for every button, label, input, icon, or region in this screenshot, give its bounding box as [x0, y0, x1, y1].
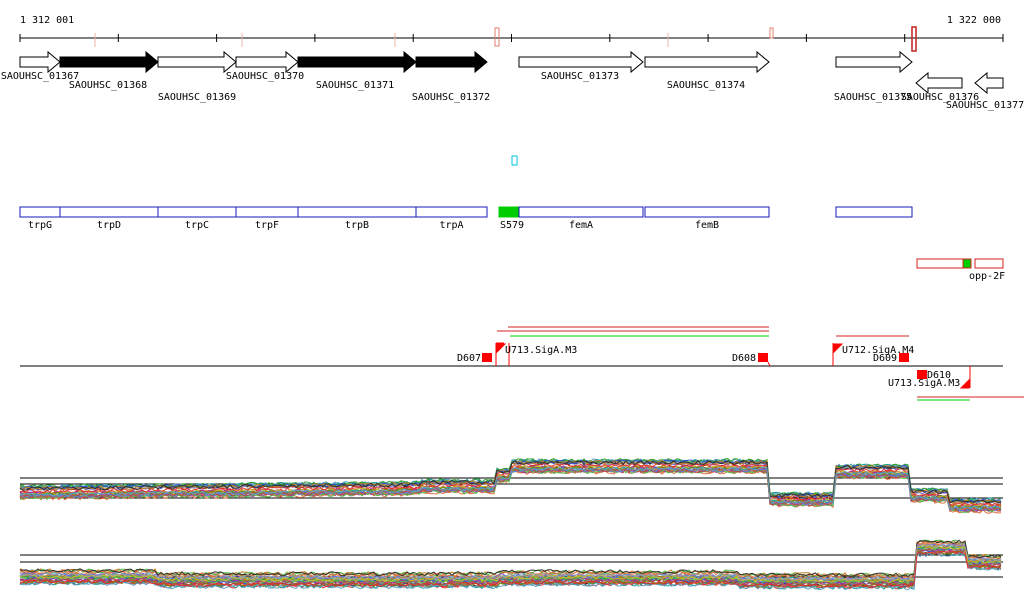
operon-box — [157, 206, 237, 218]
feature-label-u712: U712.SigA.M4 — [842, 345, 914, 356]
operon-box — [59, 206, 159, 218]
gene-label: SAOUHSC_01371 — [316, 80, 394, 91]
operon-box — [415, 206, 488, 218]
ruler-marker — [911, 26, 917, 52]
expression-trace — [19, 550, 1002, 589]
operon-label: trpG — [28, 220, 52, 231]
operon-box — [19, 206, 61, 218]
gene-arrow — [157, 50, 237, 74]
gene-arrow — [518, 50, 644, 74]
operon-box — [498, 206, 520, 218]
opp-green-box — [962, 258, 972, 269]
feature-block-d609 — [899, 353, 909, 362]
feature-flag — [495, 342, 507, 366]
gene-label: SAOUHSC_01377 — [946, 100, 1024, 111]
gene-arrow — [59, 50, 159, 74]
operon-track: trpG trpD trpC trpF trpB trpA S579 femA femB — [19, 206, 913, 231]
gene-label: SAOUHSC_01367 — [1, 71, 79, 82]
expression-trace — [19, 539, 1002, 578]
gene-label: SAOUHSC_01376 — [901, 92, 979, 103]
opp-track: opp-2F — [916, 258, 1005, 282]
feature-label-u713-a: U713.SigA.M3 — [505, 345, 577, 356]
operon-label: femB — [695, 220, 719, 231]
expression-trace — [19, 548, 1002, 587]
expression-trace — [19, 462, 1002, 507]
ruler-marker — [769, 27, 774, 39]
end-coordinate: 1 322 000 — [947, 15, 1001, 26]
feature-flag — [767, 361, 771, 367]
start-coordinate: 1 312 001 — [20, 15, 74, 26]
gene-label: SAOUHSC_01368 — [69, 80, 147, 91]
feature-block-d610 — [917, 370, 927, 379]
gene-label: SAOUHSC_01374 — [667, 80, 745, 91]
gene-arrow — [915, 71, 963, 95]
expression-profiles — [19, 458, 1003, 591]
feature-label-d610: D610 — [927, 370, 951, 381]
gene-label: SAOUHSC_01369 — [158, 92, 236, 103]
gene-arrow — [644, 50, 770, 74]
operon-label: trpF — [255, 220, 279, 231]
feature-label-u713-b: U713.SigA.M3 — [888, 378, 960, 389]
gene-arrow — [19, 50, 61, 74]
gene-label: SAOUHSC_01375 — [834, 92, 912, 103]
expression-trace — [19, 542, 1002, 582]
operon-label: trpA — [439, 220, 463, 231]
feature-block-d607 — [482, 353, 492, 362]
gene-arrow — [974, 71, 1004, 95]
gene-arrow — [835, 50, 913, 74]
expression-trace — [19, 459, 1002, 504]
expression-trace — [19, 466, 1002, 511]
expression-trace — [19, 458, 1002, 502]
gene-arrow — [235, 50, 299, 74]
tss-marker — [511, 155, 518, 166]
feature-block-d608 — [758, 353, 768, 362]
operon-label: trpC — [185, 220, 209, 231]
expression-trace — [19, 540, 1002, 579]
ruler-marker — [494, 27, 500, 47]
operon-box — [835, 206, 913, 218]
feature-flag — [959, 366, 971, 389]
operon-box — [644, 206, 770, 218]
operon-label: S579 — [500, 220, 524, 231]
feature-label-d609: D609 — [873, 353, 897, 364]
feature-label-d607: D607 — [457, 353, 481, 364]
gene-label: SAOUHSC_01370 — [226, 71, 304, 82]
operon-box — [297, 206, 417, 218]
gene-label: SAOUHSC_01372 — [412, 92, 490, 103]
gene-arrow — [415, 50, 488, 74]
opp-box — [916, 258, 964, 269]
feature-flag — [832, 343, 844, 366]
feature-label-d608: D608 — [732, 353, 756, 364]
operon-box — [518, 206, 644, 218]
operon-label: trpD — [97, 220, 121, 231]
opp-label: opp-2F — [969, 271, 1005, 282]
feature-track: D607 U713.SigA.M3 D608 U712.SigA.M4 D609… — [20, 326, 1024, 401]
ruler-ticks — [19, 33, 1004, 47]
gene-arrow — [297, 50, 417, 74]
operon-label: trpB — [345, 220, 369, 231]
operon-label: femA — [569, 220, 593, 231]
operon-box — [235, 206, 299, 218]
gene-label: SAOUHSC_01373 — [541, 71, 619, 82]
coordinate-ruler: 1 312 001 1 322 000 — [19, 15, 1004, 52]
opp-box — [974, 258, 1004, 269]
